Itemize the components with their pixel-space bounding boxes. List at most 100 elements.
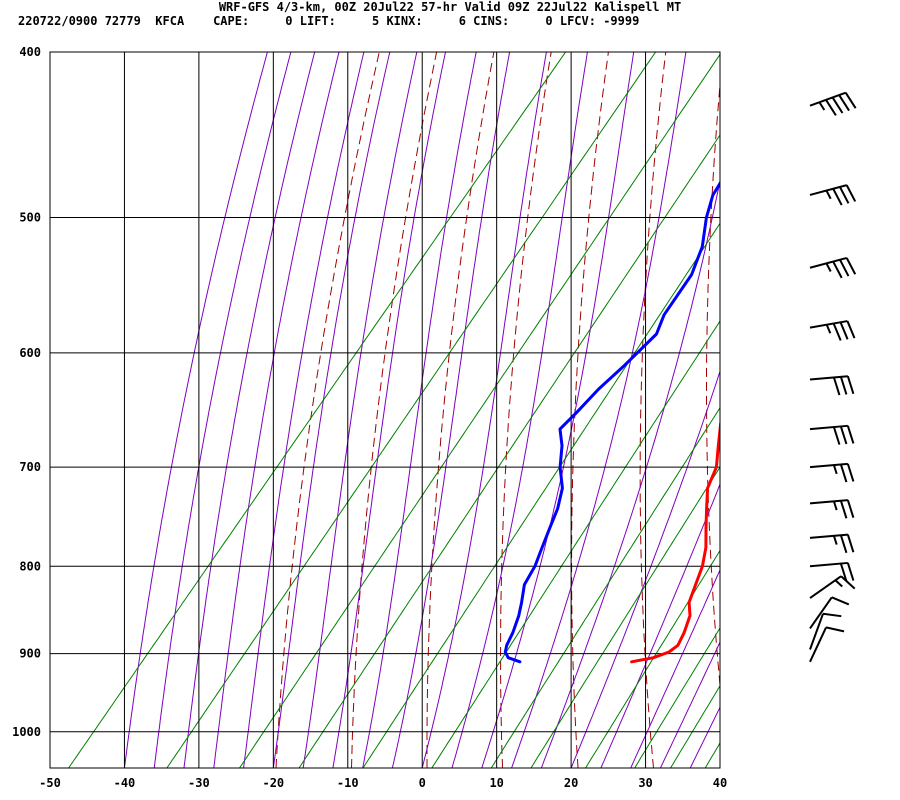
wind-barb-full [839, 426, 848, 445]
wind-barb-full [846, 320, 856, 339]
wind-barb-staff [809, 575, 842, 599]
wind-barb-full [840, 575, 856, 590]
wind-barb [809, 424, 855, 445]
dry-adiabat [893, 43, 900, 768]
wind-barb-half [834, 579, 843, 588]
x-tick-label: 0 [419, 776, 426, 790]
wind-barb [809, 256, 857, 279]
mixing-ratio-line [362, 222, 720, 768]
wind-barb-full [832, 323, 842, 341]
wind-barb-full [845, 184, 857, 202]
wind-barb-full [839, 376, 848, 395]
wind-barb-full [839, 186, 850, 204]
wind-barb-staff [809, 596, 833, 630]
y-tick-label: 600 [19, 346, 41, 360]
mixing-ratio-line [704, 742, 720, 768]
wind-barb [809, 91, 857, 116]
wind-barb-half [832, 500, 838, 511]
wind-barb-full [846, 499, 855, 518]
profiles [503, 180, 720, 664]
dry-adiabat [275, 52, 380, 768]
wind-barb-full [832, 188, 843, 206]
wind-barb-full [846, 534, 855, 553]
wind-barb-full [838, 94, 850, 112]
wind-barb-full [832, 426, 841, 445]
x-tick-label: -40 [114, 776, 136, 790]
moist-adiabat [421, 52, 547, 768]
background-lines [68, 43, 900, 768]
x-tick-label: -50 [39, 776, 61, 790]
y-tick-labels: 400 500 600 700 800 900 1000 [12, 45, 41, 739]
mixing-ratio-line [431, 320, 720, 768]
dry-adiabat [571, 52, 609, 768]
wind-barb-full [844, 92, 857, 109]
y-tick-label: 800 [19, 559, 41, 573]
wind-barb [809, 533, 855, 554]
wind-barb [809, 561, 855, 582]
moist-adiabat [362, 52, 477, 768]
y-tick-label: 700 [19, 460, 41, 474]
mixing-ratio-line [530, 466, 720, 768]
moist-adiabat [451, 52, 588, 768]
wind-barb [809, 596, 850, 630]
dewpoint-profile [503, 180, 720, 664]
wind-barb-half [825, 324, 832, 334]
moist-adiabat [302, 52, 418, 768]
x-tick-label: 30 [638, 776, 652, 790]
moist-adiabat [630, 568, 720, 768]
wind-barb-half [818, 101, 826, 111]
wind-barb-full [832, 377, 841, 396]
wind-barb-full [846, 375, 855, 395]
wind-barb-full [839, 500, 848, 519]
x-tick-label: 20 [564, 776, 578, 790]
y-tick-label: 400 [19, 45, 41, 59]
moist-adiabat [719, 766, 720, 768]
y-tick-label: 1000 [12, 725, 41, 739]
mixing-ratio-line [166, 52, 657, 768]
mixing-ratio-line [490, 406, 720, 768]
temperature-profile [630, 419, 720, 664]
mixing-ratio-line [298, 134, 720, 768]
moist-adiabat [183, 52, 316, 768]
x-tick-label: 40 [713, 776, 727, 790]
wind-barb-full [839, 259, 850, 277]
y-tick-label: 900 [19, 647, 41, 661]
wind-barb-full [831, 596, 850, 606]
moist-adiabat [750, 43, 900, 768]
x-tick-label: -30 [188, 776, 210, 790]
moist-adiabat [153, 52, 292, 768]
mixing-ratio-line [239, 53, 720, 768]
wind-barb-full [839, 534, 848, 554]
wind-barb-full [846, 463, 855, 482]
wind-barbs [809, 91, 857, 663]
moist-adiabat [659, 641, 720, 768]
wind-barb-full [839, 563, 848, 582]
moist-adiabat [332, 52, 447, 768]
wind-barb-full [839, 321, 849, 340]
moist-adiabat [391, 52, 511, 768]
wind-barb-staff [809, 626, 827, 663]
moist-adiabat [243, 52, 365, 768]
moist-adiabat [272, 52, 391, 768]
wind-barb [809, 626, 845, 663]
moist-adiabat [213, 52, 340, 768]
moist-adiabat [123, 52, 268, 768]
y-tick-label: 500 [19, 211, 41, 225]
dry-adiabat [706, 79, 720, 690]
mixing-ratio-line [585, 549, 720, 768]
moist-adiabat [481, 52, 635, 768]
moist-adiabat [511, 52, 687, 768]
wind-barb [809, 375, 855, 396]
x-tick-label: -10 [337, 776, 359, 790]
wind-barb [809, 184, 857, 206]
mixing-ratio-line [634, 627, 720, 768]
wind-barb-staff [809, 613, 824, 650]
wind-barb-full [825, 99, 837, 116]
chart-title: WRF-GFS 4/3-km, 00Z 20Jul22 57-hr Valid … [218, 0, 682, 14]
wind-barb [809, 575, 856, 599]
moist-adiabat [570, 369, 720, 768]
plot-frame [49, 51, 721, 769]
wind-barb [809, 462, 855, 483]
wind-barb-full [846, 562, 855, 581]
